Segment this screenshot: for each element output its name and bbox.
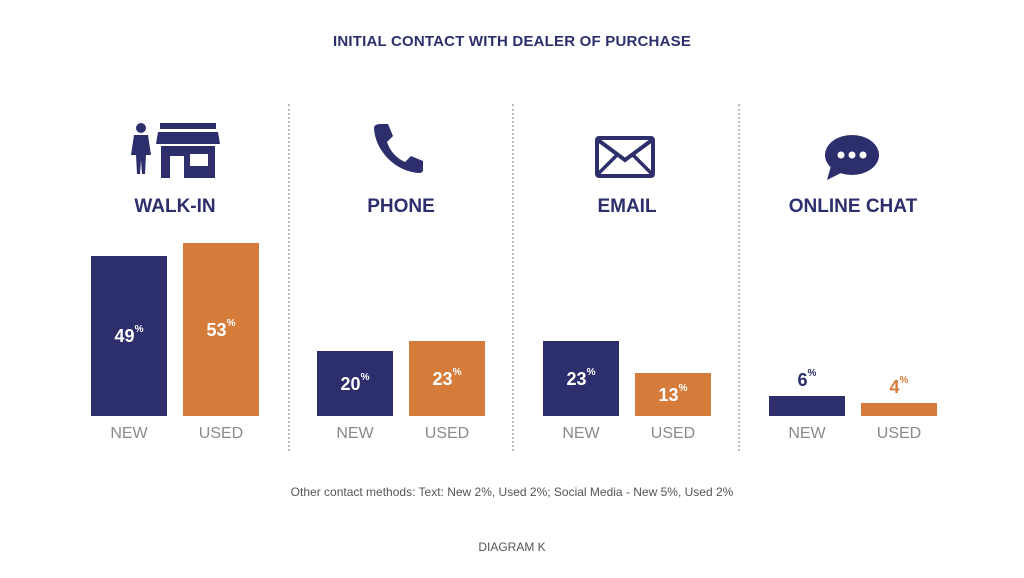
bar-label-new: NEW bbox=[562, 425, 600, 442]
bar-label-new: NEW bbox=[110, 425, 148, 442]
bar-label-used: USED bbox=[424, 425, 470, 442]
value-label: 13% bbox=[658, 382, 688, 405]
footnote: Other contact methods: Text: New 2%, Use… bbox=[290, 485, 734, 499]
envelope-icon bbox=[595, 136, 655, 183]
panel-label-online-chat: ONLINE CHAT bbox=[788, 196, 918, 217]
person-store-glyph bbox=[131, 123, 220, 178]
envelope-glyph bbox=[595, 136, 655, 178]
panel-divider bbox=[738, 104, 740, 451]
diagram-label: DIAGRAM K bbox=[478, 540, 546, 554]
bar-label-used: USED bbox=[650, 425, 696, 442]
bar-new-email bbox=[543, 341, 619, 416]
panel-divider bbox=[288, 104, 290, 451]
chart-title: INITIAL CONTACT WITH DEALER OF PURCHASE bbox=[332, 33, 692, 50]
phone-glyph bbox=[374, 124, 423, 173]
value-label: 49% bbox=[114, 324, 144, 346]
bar-used-walk-in bbox=[183, 243, 259, 416]
value-label: 20% bbox=[340, 371, 370, 394]
panel-label-phone: PHONE bbox=[367, 196, 435, 217]
bar-label-new: NEW bbox=[788, 425, 826, 442]
bar-new-phone bbox=[317, 351, 393, 416]
value-label: 6% bbox=[797, 368, 817, 390]
panel-divider bbox=[512, 104, 514, 451]
chat-bubble-icon bbox=[823, 134, 881, 187]
bar-used-email bbox=[635, 373, 711, 416]
bar-label-new: NEW bbox=[336, 425, 374, 442]
value-label: 53% bbox=[206, 317, 236, 340]
panel-label-walk-in: WALK-IN bbox=[134, 196, 216, 217]
value-label: 4% bbox=[889, 375, 909, 397]
bar-label-used: USED bbox=[198, 425, 244, 442]
phone-icon bbox=[372, 122, 428, 179]
bar-used-online-chat bbox=[861, 403, 937, 416]
value-label: 23% bbox=[432, 366, 462, 389]
bar-label-used: USED bbox=[876, 425, 922, 442]
chat-bubble-glyph bbox=[825, 135, 879, 180]
bar-new-online-chat bbox=[769, 396, 845, 416]
value-label: 23% bbox=[566, 366, 596, 389]
bar-new-walk-in bbox=[91, 256, 167, 416]
person-store-icon bbox=[130, 122, 222, 185]
panel-label-email: EMAIL bbox=[597, 196, 657, 217]
bar-used-phone bbox=[409, 341, 485, 416]
